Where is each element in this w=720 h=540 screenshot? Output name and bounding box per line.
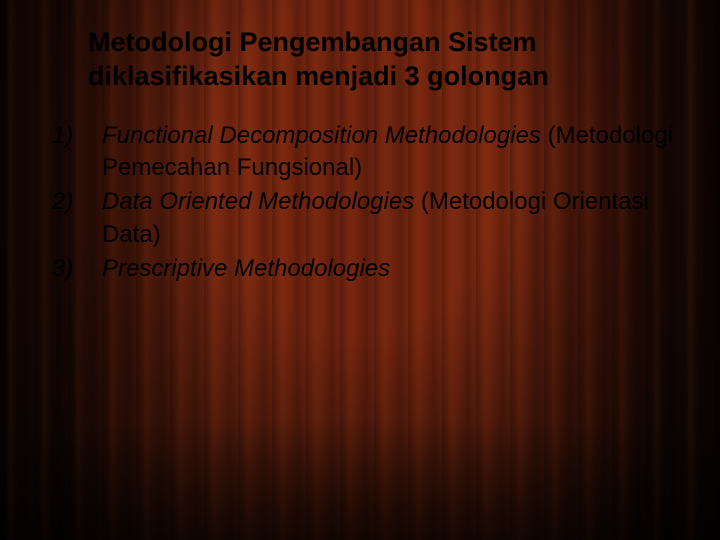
list-item: Prescriptive Methodologies [100,253,690,285]
list-item-term: Prescriptive Methodologies [102,255,390,282]
slide-background: Metodologi Pengembangan Sistem diklasifi… [0,0,720,540]
slide-content: Metodologi Pengembangan Sistem diklasifi… [0,0,720,285]
list-item-term: Functional Decomposition Methodologies [102,122,541,149]
slide-title: Metodologi Pengembangan Sistem diklasifi… [88,26,648,94]
classification-list: Functional Decomposition Methodologies (… [30,120,690,286]
list-item-term: Data Oriented Methodologies [102,188,414,215]
list-item: Data Oriented Methodologies (Metodologi … [100,186,690,251]
list-item: Functional Decomposition Methodologies (… [100,120,690,185]
